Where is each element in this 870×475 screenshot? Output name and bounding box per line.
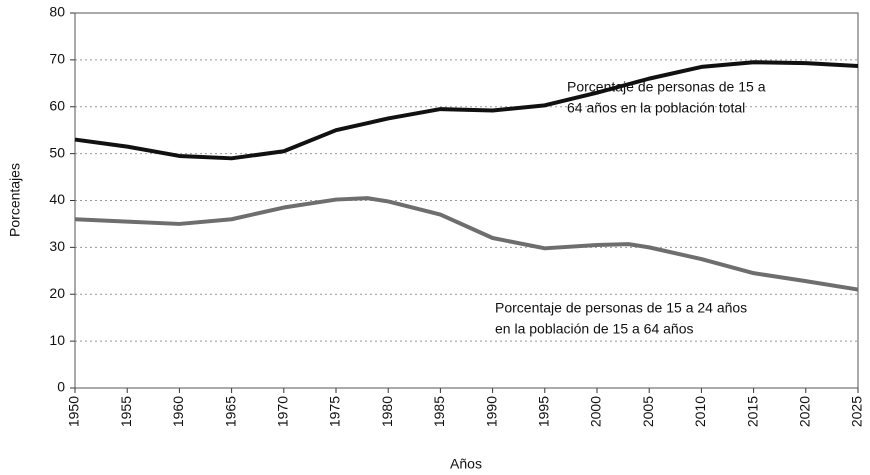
x-tick-label: 1970 [275,396,291,427]
y-tick-label: 70 [49,51,65,67]
annotation: en la población de 15 a 64 años [495,321,694,337]
plot-frame [74,12,859,389]
x-tick-label: 1985 [431,396,447,427]
x-tick-label: 2005 [640,396,656,427]
annotation: 64 años en la población total [567,100,745,116]
x-tick-label: 2025 [849,396,865,427]
x-tick-label: 1975 [327,396,343,427]
x-tick-label: 1980 [379,396,395,427]
x-tick-label: 1995 [536,396,552,427]
x-tick-label: 1990 [483,396,499,427]
y-tick-label: 80 [49,4,65,20]
y-tick-label: 10 [49,332,65,348]
y-tick-label: 60 [49,97,65,113]
y-axis-label: Porcentajes [7,163,23,237]
annotation: Porcentaje de personas de 15 a 24 años [495,300,747,316]
x-tick-label: 2010 [692,396,708,427]
x-tick-label: 1960 [170,396,186,427]
x-tick-label: 2000 [588,396,604,427]
y-tick-label: 40 [49,191,65,207]
x-axis-label: Años [450,456,482,472]
x-tick-label: 1950 [66,396,82,427]
x-tick-label: 2015 [744,396,760,427]
y-tick-label: 20 [49,285,65,301]
x-tick-label: 1955 [118,396,134,427]
x-tick-label: 1965 [222,396,238,427]
x-tick-label: 2020 [797,396,813,427]
series-line [74,196,859,292]
annotation: Porcentaje de personas de 15 a [567,79,766,95]
y-tick-label: 0 [57,379,65,395]
y-tick-label: 30 [49,238,65,254]
y-tick-label: 50 [49,144,65,160]
series-line [74,60,859,161]
